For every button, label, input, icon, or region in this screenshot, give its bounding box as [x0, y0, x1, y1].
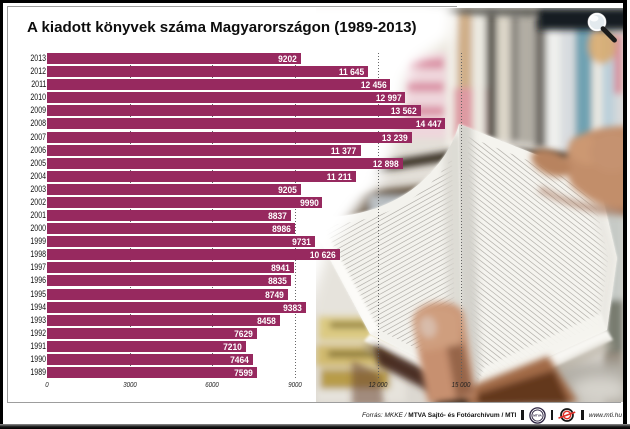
svg-text:MTVA: MTVA — [533, 413, 542, 417]
